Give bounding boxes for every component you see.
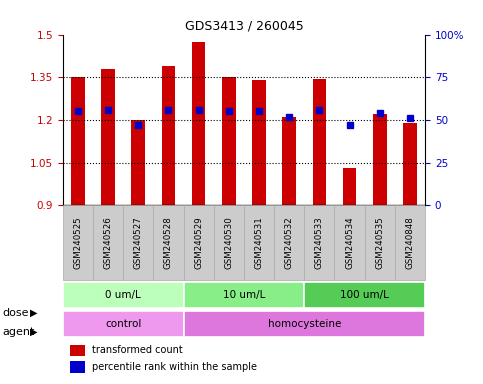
Bar [304, 282, 425, 308]
Text: transformed count: transformed count [92, 345, 183, 355]
Text: GSM240529: GSM240529 [194, 217, 203, 269]
Text: ▶: ▶ [30, 308, 38, 318]
Bar [334, 205, 365, 280]
Bar [70, 361, 85, 372]
Text: GSM240533: GSM240533 [315, 217, 324, 270]
Text: GSM240535: GSM240535 [375, 217, 384, 270]
Bar [313, 79, 326, 205]
Text: control: control [105, 319, 142, 329]
Bar [154, 205, 184, 280]
Bar [63, 311, 184, 338]
Text: GSM240532: GSM240532 [284, 217, 294, 270]
Bar [252, 80, 266, 205]
Bar [184, 205, 213, 280]
Text: GSM240848: GSM240848 [405, 217, 414, 270]
Text: GSM240531: GSM240531 [255, 217, 264, 270]
Text: 0 um/L: 0 um/L [105, 290, 141, 300]
Bar [343, 169, 356, 205]
Bar [365, 205, 395, 280]
Bar [244, 205, 274, 280]
Bar [93, 205, 123, 280]
Bar [213, 205, 244, 280]
Text: ▶: ▶ [30, 327, 38, 337]
Bar [123, 205, 154, 280]
Text: agent: agent [2, 327, 35, 337]
Bar [192, 42, 205, 205]
Text: GSM240528: GSM240528 [164, 217, 173, 270]
Bar [162, 66, 175, 205]
Bar [283, 117, 296, 205]
Bar [395, 205, 425, 280]
Bar [184, 282, 304, 308]
Text: GSM240527: GSM240527 [134, 217, 143, 270]
Bar [304, 205, 334, 280]
Bar [403, 123, 417, 205]
Text: dose: dose [2, 308, 29, 318]
Text: GSM240534: GSM240534 [345, 217, 354, 270]
Text: 10 um/L: 10 um/L [223, 290, 265, 300]
Bar [274, 205, 304, 280]
Bar [131, 120, 145, 205]
Bar [63, 282, 184, 308]
Title: GDS3413 / 260045: GDS3413 / 260045 [185, 19, 303, 32]
Text: GSM240530: GSM240530 [224, 217, 233, 270]
Text: GSM240526: GSM240526 [103, 217, 113, 270]
Text: 100 um/L: 100 um/L [340, 290, 389, 300]
Bar [101, 69, 115, 205]
Text: homocysteine: homocysteine [268, 319, 341, 329]
Bar [184, 311, 425, 338]
Text: GSM240525: GSM240525 [73, 217, 83, 270]
Bar [373, 114, 386, 205]
Bar [71, 77, 85, 205]
Text: percentile rank within the sample: percentile rank within the sample [92, 362, 257, 372]
Bar [222, 77, 236, 205]
Bar [63, 205, 93, 280]
Bar [70, 344, 85, 356]
